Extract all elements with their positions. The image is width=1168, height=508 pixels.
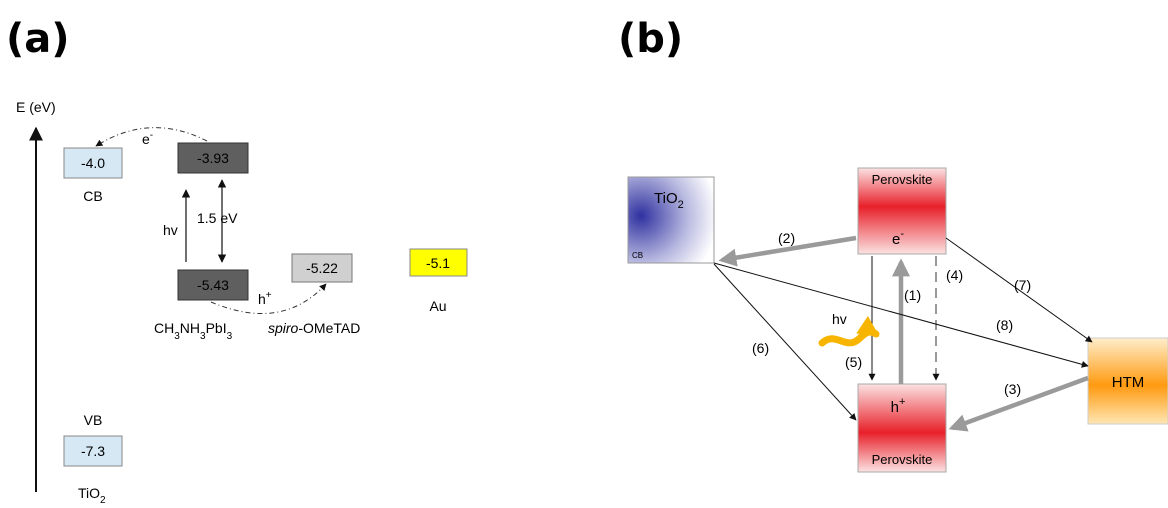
step-6-label: (6) xyxy=(752,340,769,356)
perovskite-cb-value: -3.93 xyxy=(197,150,229,166)
step-7-arrow xyxy=(945,237,1093,343)
panel-b-label: (b) xyxy=(618,16,683,62)
perovskite-cb-box xyxy=(177,142,249,174)
step-8-arrow xyxy=(713,262,1089,368)
step-5-label: (5) xyxy=(845,354,862,370)
tio2-cb-b: CB xyxy=(632,251,643,260)
step-8-label: (8) xyxy=(996,317,1013,333)
perovskite-vb-value: -5.43 xyxy=(197,277,229,293)
perovskite-top-box xyxy=(857,167,947,255)
perovskite-vb-box xyxy=(177,269,249,301)
step-2-label: (2) xyxy=(778,230,795,246)
hole-label-a: h+ xyxy=(258,290,272,307)
step-3-arrow xyxy=(948,375,1089,432)
hv-label-a: hv xyxy=(163,222,178,238)
step-3-label: (3) xyxy=(1004,381,1021,397)
tio2-vb-label: VB xyxy=(84,412,103,428)
hole-transfer-arrow xyxy=(210,283,327,314)
perovskite-electron: e- xyxy=(892,228,904,248)
htm-label: HTM xyxy=(1112,374,1145,391)
spiro-box xyxy=(291,253,353,283)
panel-a-label: (a) xyxy=(6,16,70,62)
htm-box xyxy=(1087,337,1168,425)
tio2-box-b xyxy=(627,176,715,264)
energy-axis-label: E (eV) xyxy=(16,99,56,115)
au-value: -5.1 xyxy=(426,255,450,271)
perovskite-bottom-name: Perovskite xyxy=(872,452,933,467)
tio2-name: TiO2 xyxy=(78,485,106,506)
perovskite-top-name: Perovskite xyxy=(872,172,933,187)
perovskite-bottom-box xyxy=(857,383,947,473)
step-1-label: (1) xyxy=(904,287,921,303)
step-6-arrow xyxy=(713,263,857,421)
electron-label-a: e- xyxy=(142,130,153,147)
au-label: Au xyxy=(429,298,446,314)
step-7-label: (7) xyxy=(1014,277,1031,293)
tio2-vb-box xyxy=(63,435,123,467)
step-4-label: (4) xyxy=(946,267,963,283)
band-gap-label: 1.5 eV xyxy=(197,210,238,226)
tio2-cb-label: CB xyxy=(83,188,102,204)
tio2-cb-value: -4.0 xyxy=(81,155,105,171)
photon-wavy-arrow xyxy=(818,315,880,347)
hv-label-b: hv xyxy=(832,311,847,327)
spiro-name: spiro-OMeTAD xyxy=(268,320,360,336)
electron-transfer-arrow xyxy=(95,127,208,147)
perovskite-formula: CH3NH3PbI3 xyxy=(154,320,233,342)
tio2-vb-value: -7.3 xyxy=(81,443,105,459)
au-box xyxy=(409,248,468,277)
tio2-name-b: TiO2 xyxy=(654,190,684,211)
step-2-arrow xyxy=(718,235,857,267)
tio2-cb-box xyxy=(63,147,123,179)
perovskite-hole: h+ xyxy=(891,396,906,416)
spiro-value: -5.22 xyxy=(306,260,338,276)
